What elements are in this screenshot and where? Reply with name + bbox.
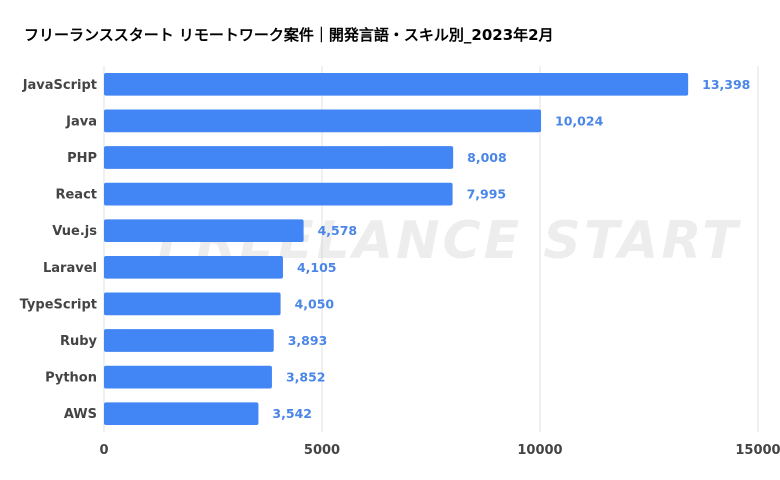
category-label: Python bbox=[45, 371, 97, 386]
category-label: JavaScript bbox=[22, 78, 97, 93]
bar bbox=[104, 255, 283, 279]
category-label: TypeScript bbox=[20, 297, 97, 312]
x-tick-label: 5000 bbox=[304, 443, 340, 458]
value-label: 10,024 bbox=[555, 113, 604, 128]
bar bbox=[104, 329, 274, 352]
category-label: Java bbox=[65, 114, 97, 129]
value-label: 4,105 bbox=[297, 260, 337, 275]
x-tick-label: 0 bbox=[99, 443, 108, 458]
value-label: 4,050 bbox=[295, 296, 335, 311]
x-axis-ticks: 0 5000 10000 15000 bbox=[99, 443, 780, 458]
category-label: PHP bbox=[67, 151, 97, 166]
x-tick-label: 15000 bbox=[735, 443, 780, 458]
value-label: 4,578 bbox=[318, 223, 358, 238]
category-label: Vue.js bbox=[52, 224, 97, 239]
chart-title: フリーランススタート リモートワーク案件｜開発言語・スキル別_2023年2月 bbox=[24, 26, 554, 44]
value-label: 7,995 bbox=[467, 187, 507, 202]
category-labels: JavaScript Java PHP React Vue.js Laravel TypeS… bbox=[20, 78, 98, 422]
value-label: 13,398 bbox=[702, 77, 750, 92]
bars-group bbox=[104, 72, 689, 426]
category-label: AWS bbox=[64, 407, 97, 422]
bar bbox=[104, 182, 453, 206]
value-label: 3,893 bbox=[288, 333, 328, 348]
category-label: React bbox=[55, 188, 97, 203]
value-label: 3,542 bbox=[272, 406, 312, 421]
category-label: Ruby bbox=[60, 334, 98, 349]
bar bbox=[104, 365, 272, 389]
category-label: Laravel bbox=[43, 261, 97, 276]
bar bbox=[104, 146, 454, 169]
bar bbox=[104, 219, 304, 243]
value-label: 3,852 bbox=[286, 370, 326, 385]
bar bbox=[104, 109, 542, 133]
bar bbox=[104, 292, 281, 316]
bar bbox=[104, 402, 259, 426]
bar bbox=[104, 72, 689, 96]
value-label: 8,008 bbox=[467, 150, 507, 165]
x-tick-label: 10000 bbox=[517, 443, 562, 458]
value-labels: 13,398 10,024 8,008 7,995 4,578 4,105 4,050 3,8… bbox=[272, 77, 750, 421]
